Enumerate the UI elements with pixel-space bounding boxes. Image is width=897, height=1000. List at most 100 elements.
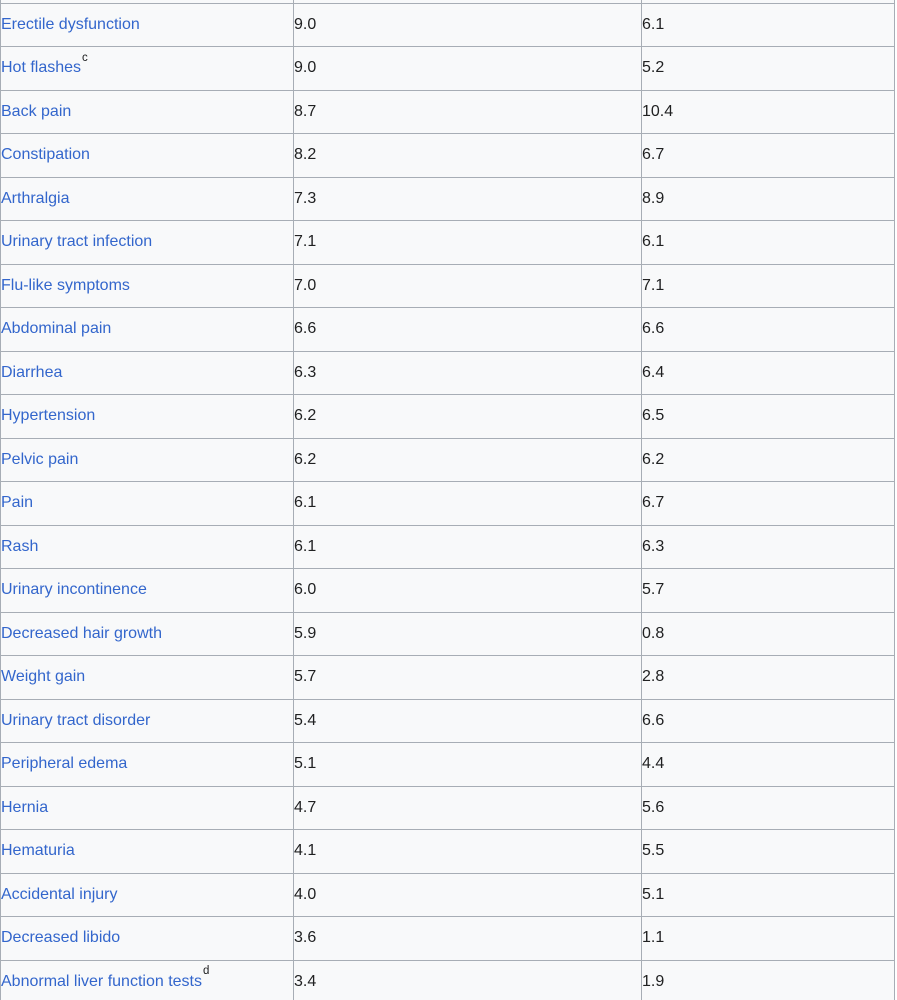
value-cell-1: 6.1 — [293, 481, 642, 526]
adverse-effect-cell: Urinary incontinence — [0, 568, 294, 613]
table-row: Hypertension 6.2 6.5 — [0, 394, 895, 439]
value-cell-2: 6.1 — [641, 220, 895, 265]
adverse-effect-link[interactable]: Flu-like symptoms — [1, 276, 130, 294]
adverse-effect-link[interactable]: Peripheral edema — [1, 755, 128, 773]
adverse-effect-cell: Weight gain — [0, 655, 294, 700]
value-2: 5.7 — [642, 581, 665, 599]
value-2: 1.1 — [642, 929, 665, 947]
value-cell-1: 6.3 — [293, 350, 642, 395]
adverse-effect-cell: Constipation — [0, 133, 294, 178]
value-2: 1.9 — [642, 972, 665, 990]
value-2: 5.2 — [642, 59, 665, 77]
adverse-effect-link[interactable]: Hypertension — [1, 407, 96, 425]
value-cell-2: 5.5 — [641, 829, 895, 874]
value-cell-2: 1.9 — [641, 959, 895, 1000]
value-cell-1: 8.2 — [293, 133, 642, 178]
value-2: 8.9 — [642, 189, 665, 207]
adverse-effect-cell: Accidental injury — [0, 872, 294, 917]
value-cell-2: 2.8 — [641, 655, 895, 700]
adverse-effect-link[interactable]: Urinary tract infection — [1, 233, 153, 251]
value-cell-2: 8.9 — [641, 176, 895, 221]
value-1: 6.1 — [294, 494, 317, 512]
adverse-effect-cell: Back pain — [0, 89, 294, 134]
value-2: 10.4 — [642, 102, 674, 120]
value-cell-1: 5.9 — [293, 611, 642, 656]
table-row: Decreased libido 3.6 1.1 — [0, 916, 895, 961]
adverse-effect-link[interactable]: Decreased libido — [1, 929, 121, 947]
value-cell-2: 6.7 — [641, 481, 895, 526]
adverse-effect-link[interactable]: Erectile dysfunction — [1, 15, 140, 33]
table-row: Hematuria 4.1 5.5 — [0, 829, 895, 874]
adverse-effect-link[interactable]: Accidental injury — [1, 885, 118, 903]
value-cell-2: 1.1 — [641, 916, 895, 961]
value-1: 4.7 — [294, 798, 317, 816]
value-1: 7.0 — [294, 276, 317, 294]
table-row: Back pain 8.7 10.4 — [0, 89, 895, 134]
table-row: Peripheral edema 5.1 4.4 — [0, 742, 895, 787]
adverse-effect-cell: Rash — [0, 524, 294, 569]
adverse-effect-link[interactable]: Rash — [1, 537, 39, 555]
value-2: 7.1 — [642, 276, 665, 294]
adverse-effect-link[interactable]: Hernia — [1, 798, 49, 816]
value-2: 6.2 — [642, 450, 665, 468]
value-cell-2: 6.2 — [641, 437, 895, 482]
adverse-effect-link[interactable]: Arthralgia — [1, 189, 70, 207]
value-1: 4.0 — [294, 885, 317, 903]
value-2: 6.1 — [642, 233, 665, 251]
adverse-effect-link[interactable]: Constipation — [1, 146, 90, 164]
value-1: 6.2 — [294, 450, 317, 468]
value-2: 6.1 — [642, 15, 665, 33]
adverse-effect-cell: Decreased libido — [0, 916, 294, 961]
adverse-effect-link[interactable]: Abdominal pain — [1, 320, 112, 338]
adverse-effect-link[interactable]: Back pain — [1, 102, 72, 120]
adverse-effect-link[interactable]: Hot flashes — [1, 59, 82, 77]
value-2: 2.8 — [642, 668, 665, 686]
value-cell-2: 5.6 — [641, 785, 895, 830]
value-1: 6.0 — [294, 581, 317, 599]
adverse-effect-link[interactable]: Pain — [1, 494, 34, 512]
value-2: 6.6 — [642, 711, 665, 729]
table-row: Erectile dysfunction 9.0 6.1 — [0, 2, 895, 47]
table-row: Diarrhea 6.3 6.4 — [0, 350, 895, 395]
value-1: 7.3 — [294, 189, 317, 207]
value-cell-1: 6.0 — [293, 568, 642, 613]
value-cell-2: 10.4 — [641, 89, 895, 134]
adverse-effect-cell: Urinary tract disorder — [0, 698, 294, 743]
table-row: Abdominal pain 6.6 6.6 — [0, 307, 895, 352]
value-2: 4.4 — [642, 755, 665, 773]
value-1: 9.0 — [294, 15, 317, 33]
value-2: 6.6 — [642, 320, 665, 338]
table-row: Urinary tract infection 7.1 6.1 — [0, 220, 895, 265]
value-2: 6.7 — [642, 146, 665, 164]
table-row: Flu-like symptoms 7.0 7.1 — [0, 263, 895, 308]
value-1: 7.1 — [294, 233, 317, 251]
adverse-effect-cell: Urinary tract infection — [0, 220, 294, 265]
value-2: 5.6 — [642, 798, 665, 816]
value-1: 5.9 — [294, 624, 317, 642]
adverse-effect-link[interactable]: Diarrhea — [1, 363, 63, 381]
adverse-effect-link[interactable]: Urinary incontinence — [1, 581, 147, 599]
adverse-effect-link[interactable]: Pelvic pain — [1, 450, 79, 468]
value-cell-1: 7.1 — [293, 220, 642, 265]
value-1: 8.2 — [294, 146, 317, 164]
value-cell-1: 4.7 — [293, 785, 642, 830]
adverse-effect-cell: Pelvic pain — [0, 437, 294, 482]
adverse-effect-link[interactable]: Weight gain — [1, 668, 86, 686]
value-cell-1: 4.1 — [293, 829, 642, 874]
adverse-effect-link[interactable]: Abnormal liver function tests — [1, 972, 202, 990]
adverse-effect-cell: Pain — [0, 481, 294, 526]
adverse-effect-cell: Hematuria — [0, 829, 294, 874]
value-1: 3.4 — [294, 972, 317, 990]
table-row: Weight gain 5.7 2.8 — [0, 655, 895, 700]
table-row: Abnormal liver function testsd 3.4 1.9 — [0, 959, 895, 1000]
value-2: 6.5 — [642, 407, 665, 425]
table-row: Accidental injury 4.0 5.1 — [0, 872, 895, 917]
adverse-effect-link[interactable]: Decreased hair growth — [1, 624, 162, 642]
adverse-effect-link[interactable]: Urinary tract disorder — [1, 711, 151, 729]
adverse-effect-cell: Hernia — [0, 785, 294, 830]
adverse-effect-link[interactable]: Hematuria — [1, 842, 75, 860]
value-1: 6.3 — [294, 363, 317, 381]
adverse-effect-cell: Decreased hair growth — [0, 611, 294, 656]
